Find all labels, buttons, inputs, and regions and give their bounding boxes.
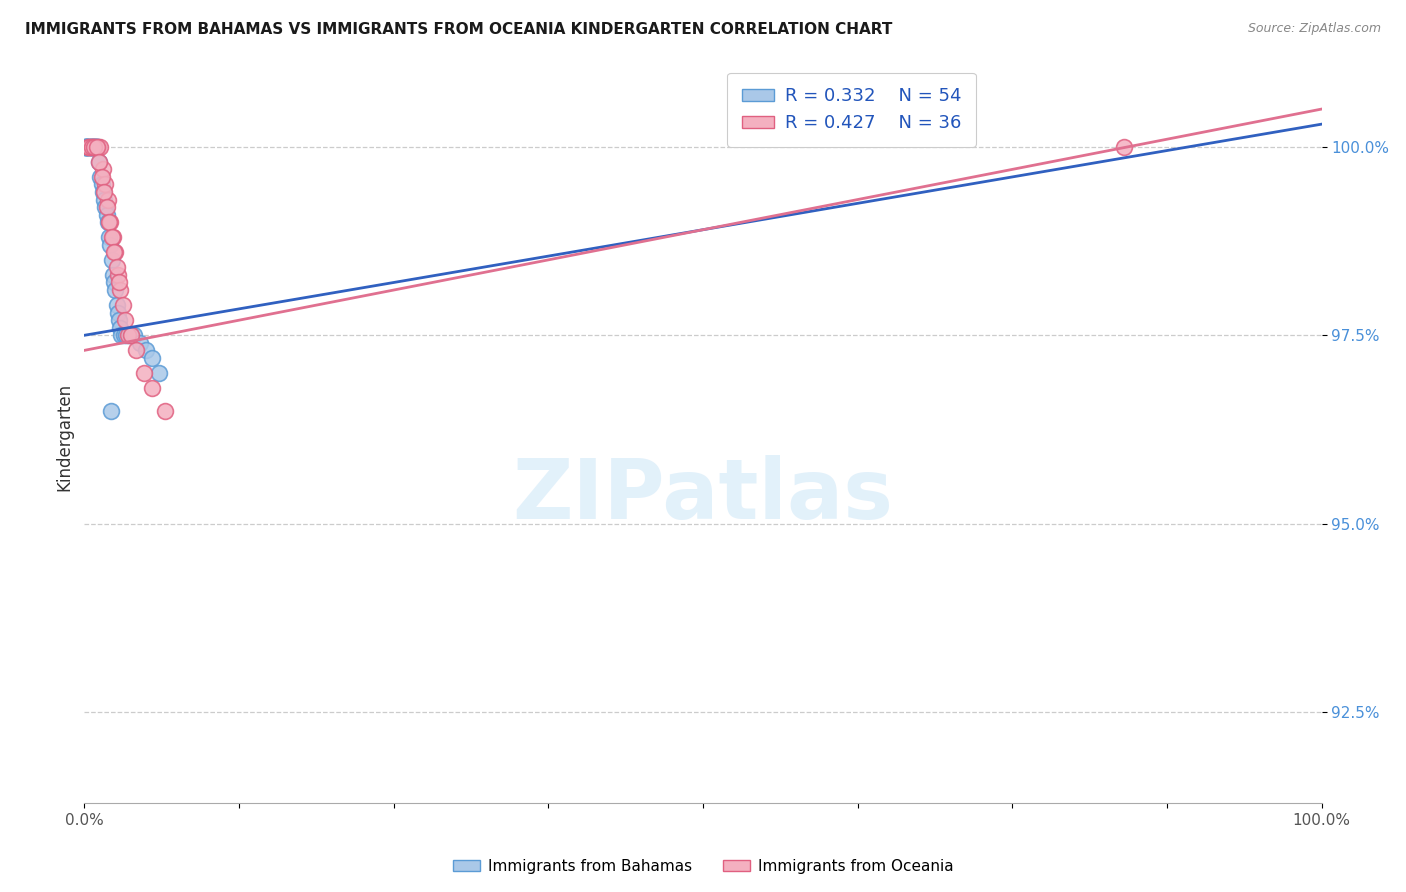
Point xyxy=(110,328,132,343)
Point xyxy=(107,268,129,282)
Point xyxy=(83,140,105,154)
Point xyxy=(105,260,128,275)
Point xyxy=(100,230,122,244)
Point xyxy=(91,162,114,177)
Point xyxy=(83,140,105,154)
Point xyxy=(79,140,101,154)
Point xyxy=(115,328,138,343)
Point xyxy=(75,140,97,154)
Point xyxy=(104,283,127,297)
Point xyxy=(98,237,121,252)
Point xyxy=(89,154,111,169)
Point xyxy=(80,140,103,154)
Point xyxy=(114,313,136,327)
Point xyxy=(98,230,121,244)
Point xyxy=(80,140,103,154)
Point xyxy=(120,328,142,343)
Point xyxy=(83,140,105,154)
Point xyxy=(101,230,124,244)
Text: IMMIGRANTS FROM BAHAMAS VS IMMIGRANTS FROM OCEANIA KINDERGARTEN CORRELATION CHAR: IMMIGRANTS FROM BAHAMAS VS IMMIGRANTS FR… xyxy=(25,22,893,37)
Point xyxy=(86,140,108,154)
Point xyxy=(97,193,120,207)
Point xyxy=(108,313,131,327)
Point xyxy=(87,140,110,154)
Point xyxy=(94,200,117,214)
Point xyxy=(108,276,131,290)
Point xyxy=(141,351,163,365)
Point xyxy=(103,245,125,260)
Point xyxy=(120,328,142,343)
Point xyxy=(89,140,111,154)
Point xyxy=(111,298,134,312)
Point xyxy=(97,215,120,229)
Point xyxy=(98,215,121,229)
Point xyxy=(93,193,115,207)
Point xyxy=(73,140,96,154)
Point xyxy=(84,140,107,154)
Point xyxy=(77,140,100,154)
Point xyxy=(110,320,132,334)
Point xyxy=(94,178,117,192)
Point xyxy=(112,328,135,343)
Point xyxy=(96,200,118,214)
Point xyxy=(125,343,148,358)
Point xyxy=(89,154,111,169)
Point xyxy=(82,140,104,154)
Point xyxy=(110,283,132,297)
Point xyxy=(129,335,152,350)
Legend: R = 0.332    N = 54, R = 0.427    N = 36: R = 0.332 N = 54, R = 0.427 N = 36 xyxy=(727,73,976,147)
Point xyxy=(100,403,122,417)
Point xyxy=(79,140,101,154)
Point xyxy=(90,169,112,184)
Point xyxy=(122,328,145,343)
Point xyxy=(118,328,141,343)
Legend: Immigrants from Bahamas, Immigrants from Oceania: Immigrants from Bahamas, Immigrants from… xyxy=(447,853,959,880)
Point xyxy=(117,328,139,343)
Point xyxy=(84,140,107,154)
Point xyxy=(153,403,176,417)
Point xyxy=(75,140,97,154)
Point xyxy=(82,140,104,154)
Point xyxy=(100,252,122,267)
Point xyxy=(79,140,101,154)
Point xyxy=(1112,140,1135,154)
Point xyxy=(141,381,163,395)
Point xyxy=(84,140,107,154)
Point xyxy=(103,276,125,290)
Point xyxy=(77,140,100,154)
Point xyxy=(148,366,170,380)
Point xyxy=(82,140,104,154)
Y-axis label: Kindergarten: Kindergarten xyxy=(55,383,73,491)
Point xyxy=(86,140,108,154)
Text: Source: ZipAtlas.com: Source: ZipAtlas.com xyxy=(1247,22,1381,36)
Point xyxy=(105,298,128,312)
Point xyxy=(83,140,105,154)
Point xyxy=(76,140,98,154)
Point xyxy=(76,140,98,154)
Point xyxy=(86,140,108,154)
Point xyxy=(98,215,121,229)
Point xyxy=(89,169,111,184)
Point xyxy=(90,178,112,192)
Point xyxy=(79,140,101,154)
Point xyxy=(87,140,110,154)
Point xyxy=(132,366,155,380)
Point xyxy=(107,306,129,320)
Point xyxy=(76,140,98,154)
Point xyxy=(77,140,100,154)
Point xyxy=(91,185,114,199)
Point xyxy=(79,140,101,154)
Text: ZIPatlas: ZIPatlas xyxy=(513,455,893,536)
Point xyxy=(104,245,127,260)
Point xyxy=(75,140,97,154)
Point xyxy=(101,268,124,282)
Point xyxy=(96,208,118,222)
Point xyxy=(93,185,115,199)
Point xyxy=(80,140,103,154)
Point xyxy=(75,140,97,154)
Point xyxy=(135,343,157,358)
